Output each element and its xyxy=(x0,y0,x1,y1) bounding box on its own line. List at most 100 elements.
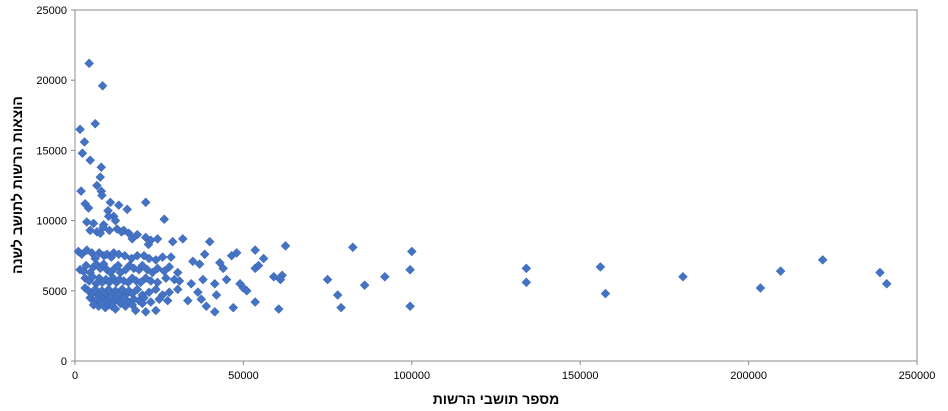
data-point xyxy=(595,262,606,272)
data-point xyxy=(85,225,96,236)
data-point xyxy=(166,252,176,262)
data-point xyxy=(167,236,178,247)
x-axis-ticks: 0 50000 100000 150000 200000 250000 xyxy=(72,361,935,382)
data-point xyxy=(110,304,121,314)
data-point xyxy=(211,290,222,300)
data-point xyxy=(76,186,86,196)
data-point xyxy=(90,118,101,129)
data-point xyxy=(405,301,415,312)
data-point xyxy=(96,162,107,173)
data-point xyxy=(132,229,143,240)
data-point xyxy=(161,273,171,284)
data-point xyxy=(280,241,291,251)
data-point xyxy=(188,256,198,267)
data-point xyxy=(174,276,185,286)
x-tick-label: 150000 xyxy=(562,370,599,382)
data-point xyxy=(122,204,133,215)
x-tick-label: 50000 xyxy=(228,370,259,382)
data-point xyxy=(336,302,346,313)
data-point xyxy=(81,217,92,227)
data-point xyxy=(221,274,232,285)
data-point xyxy=(159,214,170,225)
data-point xyxy=(95,172,106,182)
data-point xyxy=(250,297,261,307)
data-point xyxy=(881,278,892,289)
data-point xyxy=(103,211,114,222)
data-point xyxy=(600,288,611,299)
data-point xyxy=(182,295,193,306)
data-point xyxy=(154,294,165,305)
data-point xyxy=(162,295,173,306)
data-point xyxy=(250,245,261,255)
data-point xyxy=(139,250,149,261)
data-point xyxy=(132,250,143,261)
data-point xyxy=(144,287,154,298)
data-point xyxy=(130,305,141,316)
x-tick-label: 0 xyxy=(72,370,78,382)
data-point xyxy=(79,137,90,147)
data-point xyxy=(177,233,188,244)
data-point xyxy=(150,255,161,265)
data-point xyxy=(164,287,175,298)
y-tick-label: 0 xyxy=(61,356,67,368)
data-point xyxy=(193,287,203,298)
data-point xyxy=(199,249,210,260)
data-point xyxy=(231,248,242,258)
data-point xyxy=(198,274,208,285)
data-point xyxy=(164,262,175,272)
data-point xyxy=(359,280,370,291)
data-point xyxy=(755,283,766,293)
data-point xyxy=(85,155,96,166)
data-point xyxy=(775,266,786,276)
y-tick-label: 10000 xyxy=(36,216,67,228)
data-point xyxy=(521,263,532,274)
data-point xyxy=(196,294,207,305)
data-point xyxy=(258,253,269,264)
data-point xyxy=(204,236,215,247)
data-point xyxy=(348,242,358,253)
data-point xyxy=(75,124,85,135)
data-point xyxy=(140,197,151,208)
data-point xyxy=(143,239,154,250)
x-tick-label: 200000 xyxy=(730,370,767,382)
y-axis-ticks: 0 5000 10000 15000 20000 25000 xyxy=(36,5,75,368)
data-point xyxy=(253,260,264,271)
x-tick-label: 250000 xyxy=(899,370,936,382)
data-point xyxy=(110,215,121,226)
data-point xyxy=(201,301,212,312)
data-point xyxy=(132,284,143,295)
data-point xyxy=(150,284,161,295)
data-point xyxy=(322,274,333,285)
data-point xyxy=(137,298,148,309)
data-point xyxy=(88,218,99,229)
data-point xyxy=(228,302,239,313)
data-point xyxy=(172,267,183,278)
data-point xyxy=(273,304,284,314)
data-points xyxy=(73,58,892,317)
data-point xyxy=(144,253,154,264)
data-point xyxy=(209,307,220,317)
data-point xyxy=(92,180,102,191)
data-point xyxy=(521,277,532,288)
data-point xyxy=(83,203,94,213)
data-point xyxy=(380,271,390,282)
data-point xyxy=(150,305,161,316)
x-axis-title: מספר תושבי הרשות xyxy=(433,391,560,407)
y-tick-label: 20000 xyxy=(36,75,67,87)
x-tick-label: 100000 xyxy=(393,370,430,382)
data-point xyxy=(140,307,151,317)
y-axis-title: הוצאות הרשות לתושב לשנה xyxy=(9,96,25,274)
data-point xyxy=(81,260,91,271)
data-point xyxy=(77,148,88,159)
data-point xyxy=(678,271,688,282)
data-point xyxy=(87,271,98,282)
data-point xyxy=(186,278,197,289)
data-point xyxy=(406,246,417,257)
data-point xyxy=(113,260,123,271)
data-point xyxy=(268,271,279,282)
data-point xyxy=(84,58,94,69)
data-point xyxy=(145,276,156,286)
data-point xyxy=(113,200,124,211)
